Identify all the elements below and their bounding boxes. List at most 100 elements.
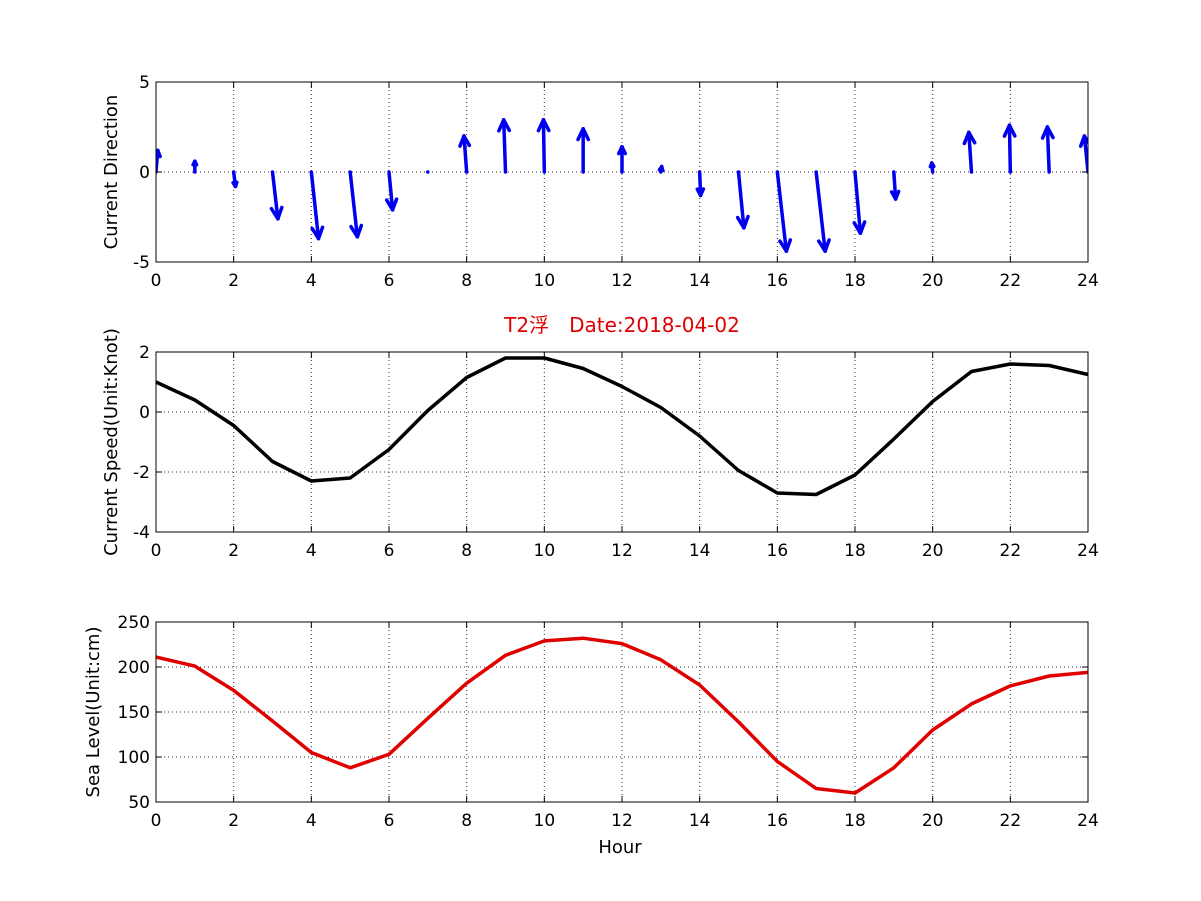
y-tick-label: -2 xyxy=(133,463,150,483)
arrow-head xyxy=(893,189,901,201)
y-tick-label: 5 xyxy=(139,73,150,93)
vector-arrow xyxy=(695,170,706,198)
y-tick-label: 0 xyxy=(139,403,150,423)
sea-level-line xyxy=(155,636,1089,795)
vector-arrow xyxy=(384,170,399,212)
arrow-head xyxy=(616,145,624,156)
x-tick-label: 22 xyxy=(1000,811,1022,831)
x-tick-label: 6 xyxy=(384,271,395,291)
x-tick-label: 18 xyxy=(844,271,866,291)
vector-arrow xyxy=(576,127,591,174)
y-tick-label: 2 xyxy=(139,343,150,363)
arrow-head xyxy=(858,220,867,235)
y-tick-label: 250 xyxy=(118,613,150,633)
x-tick-label: 14 xyxy=(689,811,711,831)
x-tick-label: 2 xyxy=(228,271,239,291)
vector-arrow xyxy=(269,170,284,221)
x-tick-label: 4 xyxy=(306,811,317,831)
arrow-shaft xyxy=(1007,123,1013,174)
x-tick-label: 14 xyxy=(689,271,711,291)
arrow-head xyxy=(823,238,831,253)
arrow-shaft xyxy=(814,170,827,253)
vector-arrow xyxy=(1002,123,1017,174)
arrow-head xyxy=(784,238,793,253)
arrow-head xyxy=(191,159,197,167)
series-line xyxy=(155,636,1089,795)
arrow-shaft xyxy=(853,170,863,235)
vector-arrow xyxy=(231,170,239,189)
arrow-head xyxy=(742,214,750,230)
arrow-head xyxy=(276,205,284,221)
y-tick-label: 100 xyxy=(118,748,150,768)
x-tick-label: 20 xyxy=(922,541,944,561)
arrow-shaft xyxy=(270,170,280,221)
x-tick-label: 0 xyxy=(151,811,162,831)
arrow-shaft xyxy=(892,170,898,201)
x-tick-label: 8 xyxy=(461,271,472,291)
arrow-head xyxy=(355,223,364,239)
arrow-head xyxy=(657,164,664,172)
current-speed-grid xyxy=(156,352,1088,532)
x-tick-label: 10 xyxy=(534,541,556,561)
arrow-head xyxy=(390,197,399,212)
x-tick-label: 6 xyxy=(384,541,395,561)
vector-arrow xyxy=(497,118,512,174)
vector-arrow xyxy=(348,170,364,239)
vector-arrow xyxy=(309,170,325,241)
x-tick-label: 12 xyxy=(611,271,633,291)
arrow-shaft xyxy=(775,170,789,253)
sea-level-grid xyxy=(156,622,1088,802)
arrow-shaft xyxy=(1082,134,1088,174)
vector-arrow xyxy=(616,145,628,174)
x-tick-label: 16 xyxy=(767,541,789,561)
vector-arrow xyxy=(536,118,551,174)
vector-arrow xyxy=(657,164,665,174)
current-direction-arrows xyxy=(156,118,1088,253)
vector-arrow xyxy=(889,170,901,201)
vector-arrow xyxy=(191,159,199,174)
vector-arrow xyxy=(775,170,793,253)
current-direction-ylabel: Current Direction xyxy=(101,95,122,250)
x-tick-label: 22 xyxy=(1000,541,1022,561)
arrow-shaft xyxy=(309,170,321,241)
y-tick-label: -5 xyxy=(133,253,150,273)
x-tick-label: 6 xyxy=(384,811,395,831)
arrow-head xyxy=(233,180,239,189)
x-tick-label: 18 xyxy=(844,811,866,831)
vector-arrow xyxy=(852,170,867,235)
arrow-shaft xyxy=(967,130,974,174)
current-direction-panel: 0 2 4 6 8 10 12 14 16 18 20 22 24-505 Current Direct… xyxy=(101,73,1099,291)
series-line xyxy=(155,356,1089,497)
current-speed-line xyxy=(155,356,1089,497)
arrow-head xyxy=(1002,123,1012,138)
x-tick-label: 24 xyxy=(1077,271,1099,291)
vector-arrow xyxy=(156,148,162,174)
x-tick-label: 8 xyxy=(461,541,472,561)
y-tick-label: -4 xyxy=(133,523,150,543)
vector-arrow xyxy=(814,170,831,253)
y-tick-label: 50 xyxy=(128,793,150,813)
arrow-shaft xyxy=(501,118,508,174)
arrow-shaft xyxy=(1045,125,1051,174)
x-tick-label: 24 xyxy=(1077,541,1099,561)
y-tick-label: 150 xyxy=(118,703,150,723)
arrow-head xyxy=(1078,134,1087,148)
x-tick-label: 12 xyxy=(611,541,633,561)
x-tick-label: 12 xyxy=(611,811,633,831)
vector-arrow xyxy=(1078,134,1088,174)
arrow-head xyxy=(576,127,585,142)
figure-title: T2浮 Date:2018-04-02 xyxy=(503,313,740,337)
arrow-head xyxy=(497,118,506,133)
arrow-head xyxy=(962,130,971,146)
x-tick-label: 2 xyxy=(228,541,239,561)
vector-arrow xyxy=(962,130,977,174)
x-tick-label: 20 xyxy=(922,271,944,291)
arrow-head xyxy=(536,118,546,133)
arrow-head xyxy=(458,134,466,148)
current-speed-ticks: 0 2 4 6 8 10 12 14 16 18 20 22 24-4-202 xyxy=(133,343,1099,561)
arrow-shaft xyxy=(462,134,469,174)
arrow-head xyxy=(1040,125,1050,140)
